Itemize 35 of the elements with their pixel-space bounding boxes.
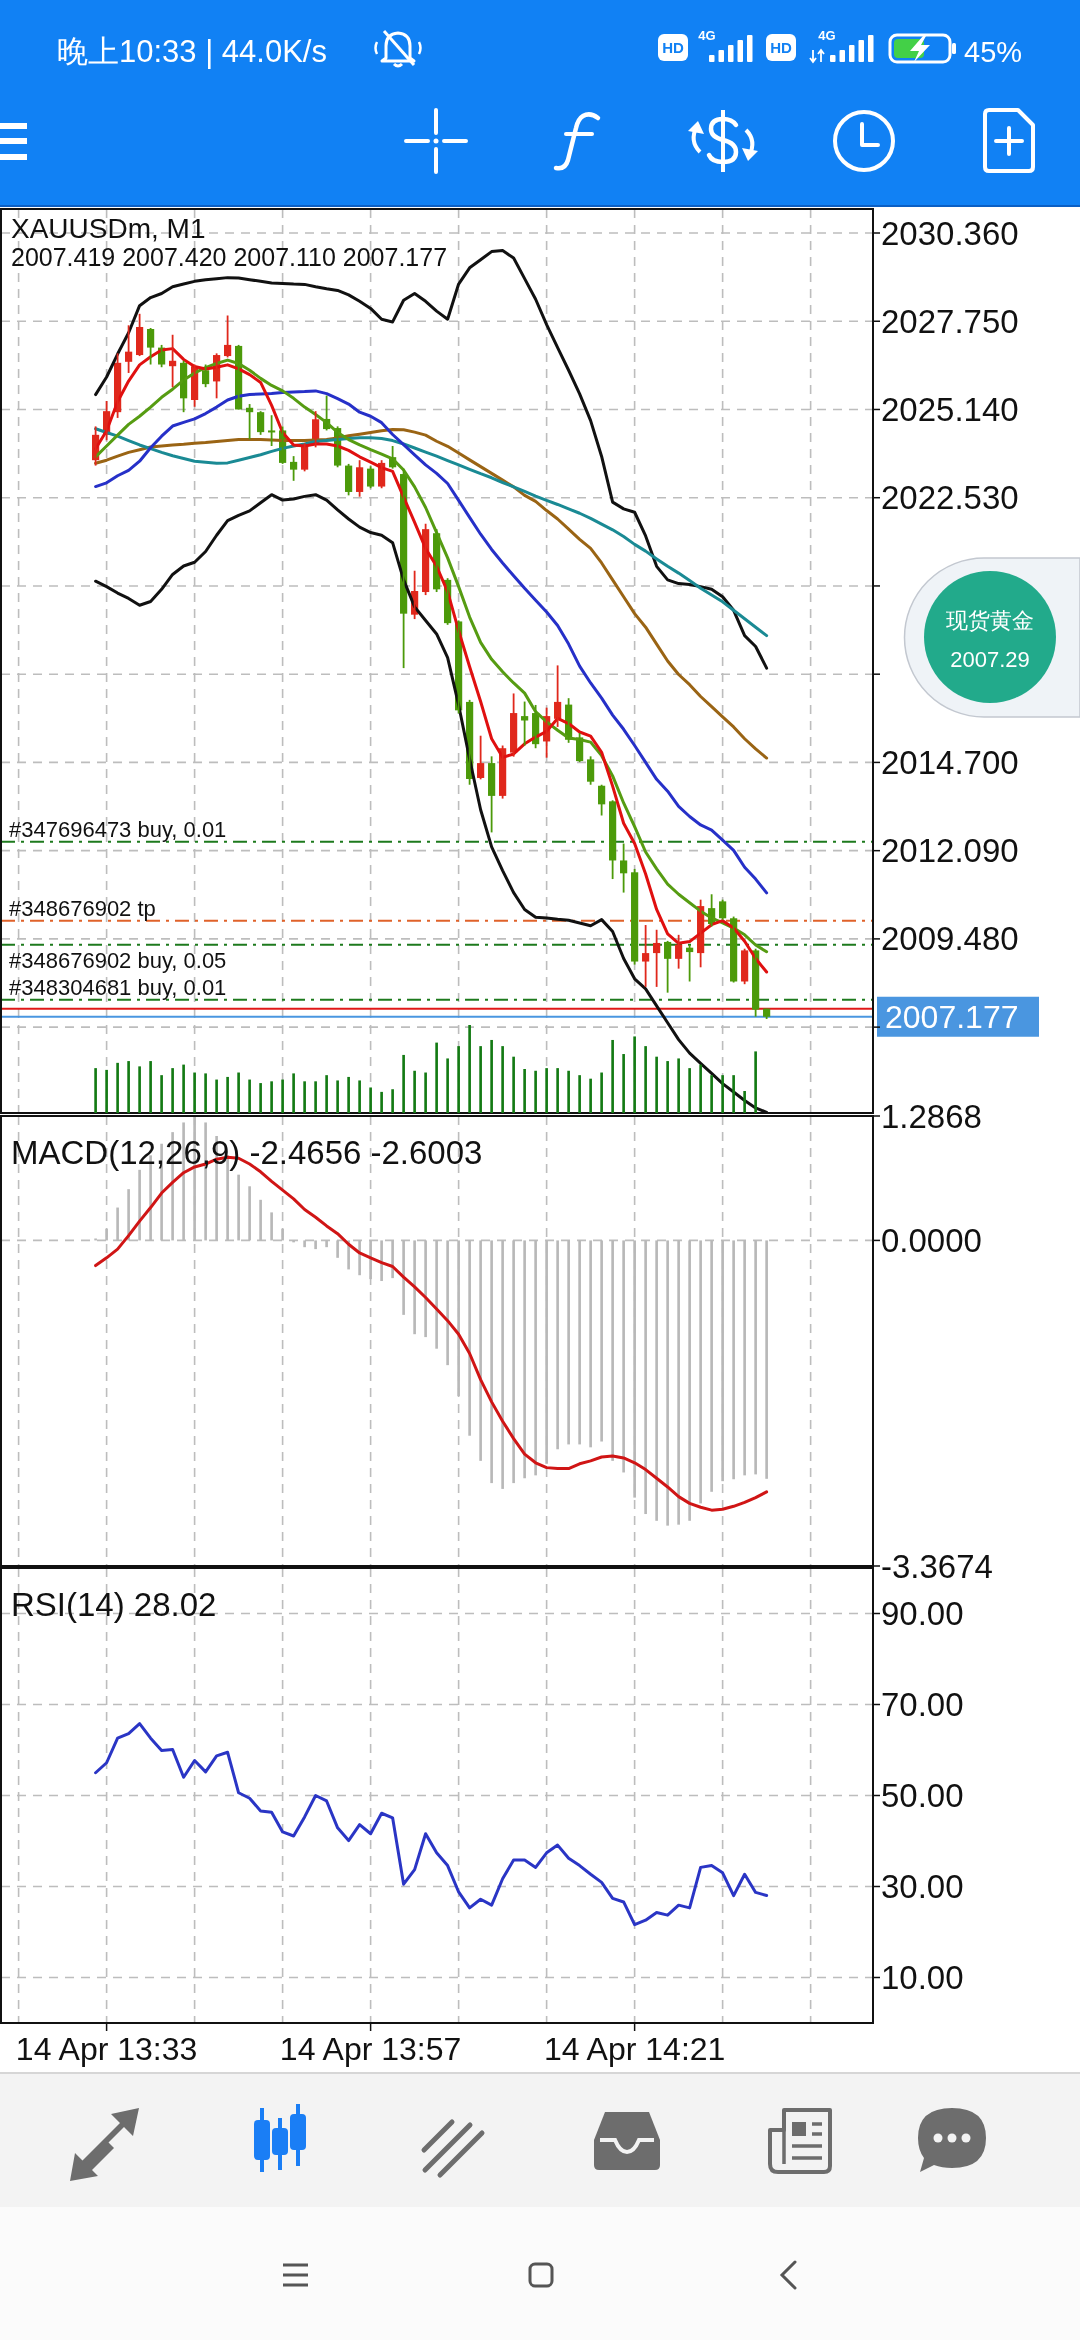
y-tick-label: -3.3674 — [881, 1547, 993, 1585]
text: 45% — [964, 36, 1023, 68]
x-tick-label: 14 Apr 13:33 — [15, 2031, 198, 2067]
text: 2007.419 2007.420 2007.110 2007.177 — [11, 243, 448, 271]
y-tick-label: 0.0000 — [881, 1221, 982, 1259]
ref-line-label: #348676902 tp — [9, 895, 156, 921]
text: 4G — [818, 28, 836, 43]
y-tick-label: 2025.140 — [881, 390, 1019, 428]
x-tick-label: 14 Apr 14:21 — [543, 2031, 726, 2067]
text: HD — [770, 39, 792, 56]
y-tick-label: 2012.090 — [881, 832, 1019, 870]
y-tick-label: 2027.750 — [881, 302, 1019, 340]
text: HD — [662, 39, 684, 56]
ref-line-label: #348304681 buy, 0.01 — [9, 974, 227, 1000]
y-tick-label: 10.00 — [881, 1959, 964, 1996]
text: RSI(14) 28.02 — [11, 1586, 217, 1623]
y-tick-label: 1.2868 — [881, 1097, 982, 1135]
text: 现货黄金 — [946, 608, 1034, 633]
y-tick-label: 30.00 — [881, 1868, 964, 1905]
x-tick-label: 14 Apr 13:57 — [279, 2031, 462, 2067]
chart-title: XAUUSDm, M1 — [11, 213, 206, 244]
ref-line-label: #347696473 buy, 0.01 — [9, 816, 227, 842]
text: 2007.29 — [950, 647, 1030, 672]
y-tick-label: 50.00 — [881, 1777, 964, 1814]
ref-line-label: #348676902 buy, 0.05 — [9, 947, 227, 973]
text: 晚上10:33 | 44.0K/s — [57, 34, 327, 69]
y-tick-label: 2022.530 — [881, 479, 1019, 517]
y-tick-label: 2014.700 — [881, 743, 1019, 781]
y-tick-label: 90.00 — [881, 1595, 964, 1632]
ref-line-label: 2007.177 — [885, 998, 1019, 1035]
y-tick-label: 2030.360 — [881, 214, 1019, 252]
y-tick-label: 2009.480 — [881, 920, 1019, 958]
text: 4G — [698, 28, 716, 43]
text: MACD(12,26,9) -2.4656 -2.6003 — [11, 1134, 483, 1171]
y-tick-label: 70.00 — [881, 1686, 964, 1723]
